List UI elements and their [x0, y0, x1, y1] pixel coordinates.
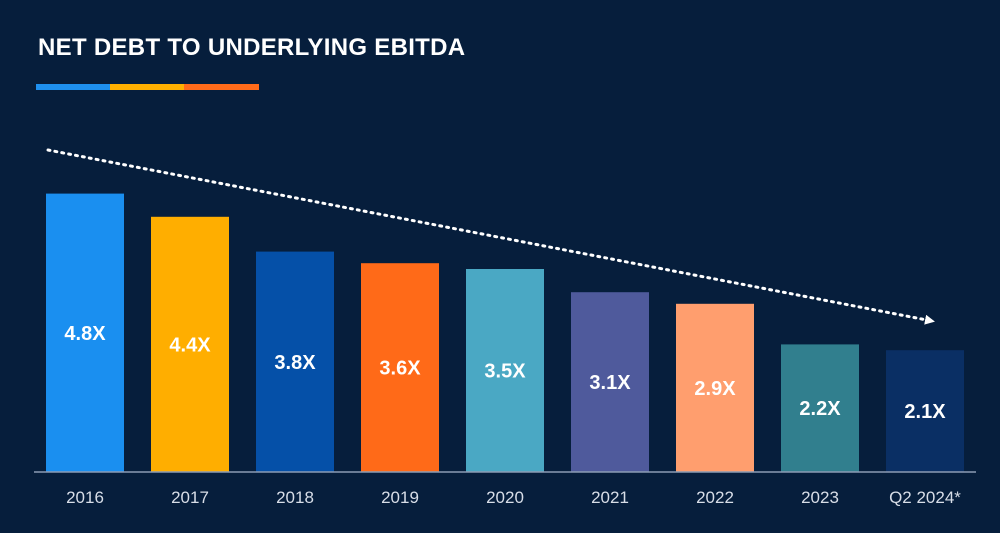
bar-2022 — [676, 303, 754, 472]
x-tick-label: 2018 — [276, 488, 314, 507]
bar-2023 — [781, 344, 859, 472]
bar-2019 — [361, 263, 439, 472]
x-tick-label: Q2 2024* — [889, 488, 961, 507]
x-tick-labels: 2016 2017 2018 2019 2020 2021 2022 2023 Q2 2024* — [66, 488, 961, 507]
x-tick-label: 2017 — [171, 488, 209, 507]
bar-value-label: 2.2X — [799, 398, 841, 420]
bar-value-label: 4.4X — [169, 334, 211, 356]
x-tick-label: 2023 — [801, 488, 839, 507]
bar-value-label: 4.8X — [64, 323, 106, 345]
title-accent-blue — [36, 84, 110, 90]
x-tick-label: 2021 — [591, 488, 629, 507]
x-tick-label: 2016 — [66, 488, 104, 507]
page-title: NET DEBT TO UNDERLYING EBITDA — [38, 34, 466, 61]
x-tick-label: 2022 — [696, 488, 734, 507]
bar-value-label: 2.1X — [904, 401, 946, 423]
bar-value-label: 2.9X — [694, 378, 736, 400]
bars-group: 4.8X 4.4X 3.8X 3.6X 3.5X 3.1X 2.9X 2.2X 2.1X — [46, 193, 964, 472]
bar-value-label: 3.1X — [589, 372, 631, 394]
trend-arrow — [46, 148, 935, 325]
x-tick-label: 2019 — [381, 488, 419, 507]
x-tick-label: 2020 — [486, 488, 524, 507]
bar-2018 — [256, 251, 334, 472]
bar-value-label: 3.8X — [274, 352, 316, 374]
title-accent-orange — [184, 84, 259, 90]
title-accent-yellow — [110, 84, 184, 90]
bar-value-label: 3.6X — [379, 358, 421, 380]
bar-2021 — [571, 292, 649, 472]
bar-value-label: 3.5X — [484, 361, 526, 383]
bar-2020 — [466, 269, 544, 472]
bar-q2-2024 — [886, 350, 964, 472]
bar-2016 — [46, 193, 124, 472]
bar-2017 — [151, 216, 229, 472]
